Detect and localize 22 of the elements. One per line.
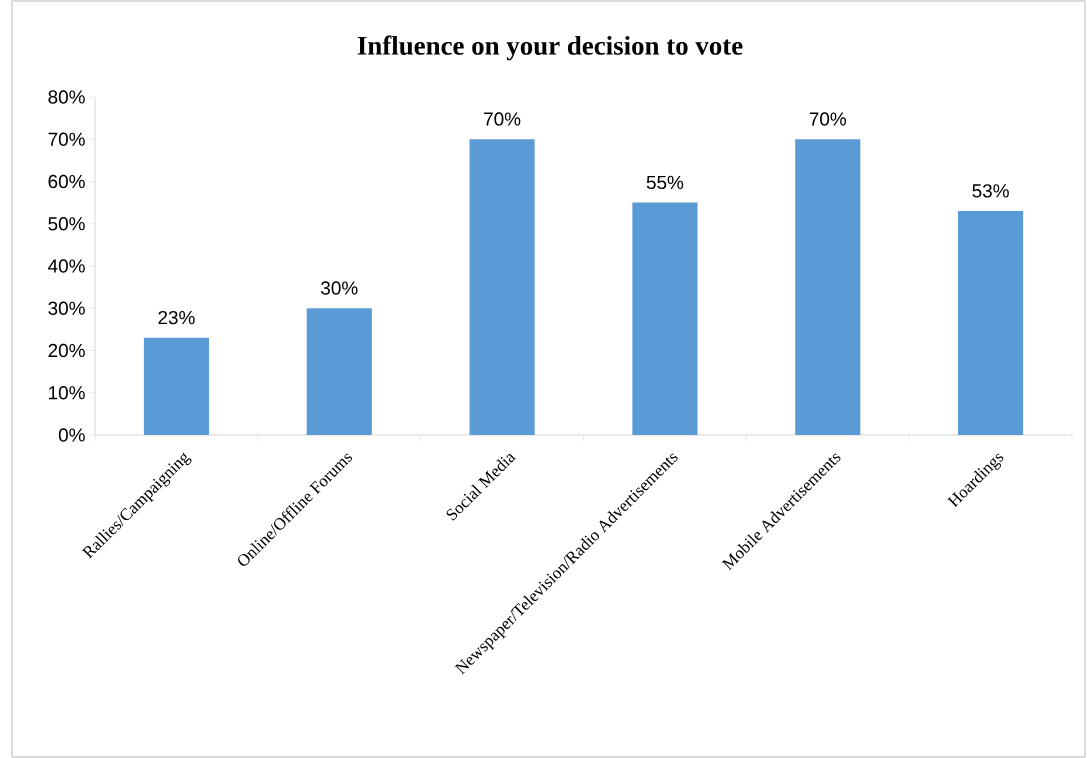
bar (143, 337, 209, 435)
data-label: 23% (158, 310, 195, 325)
bar (306, 308, 372, 435)
y-tick-label: 40% (48, 259, 85, 273)
data-label: 70% (809, 112, 847, 126)
bar (632, 202, 698, 435)
y-tick-label: 0% (58, 428, 85, 442)
y-tick-label: 70% (48, 132, 85, 146)
bar (795, 139, 861, 435)
bar (958, 211, 1024, 435)
y-tick-label: 20% (48, 343, 85, 358)
data-label: 53% (972, 184, 1009, 198)
y-tick-label: 60% (48, 174, 85, 189)
y-tick-label: 10% (49, 386, 85, 400)
y-tick-label: 50% (48, 217, 85, 231)
data-label: 30% (321, 281, 358, 295)
data-label: 55% (646, 175, 684, 190)
data-label: 70% (484, 112, 521, 126)
y-tick-label: 80% (48, 90, 85, 104)
y-tick-label: 30% (48, 301, 85, 315)
chart-title: Influence on your decision to vote (357, 35, 743, 61)
bar (469, 139, 535, 435)
